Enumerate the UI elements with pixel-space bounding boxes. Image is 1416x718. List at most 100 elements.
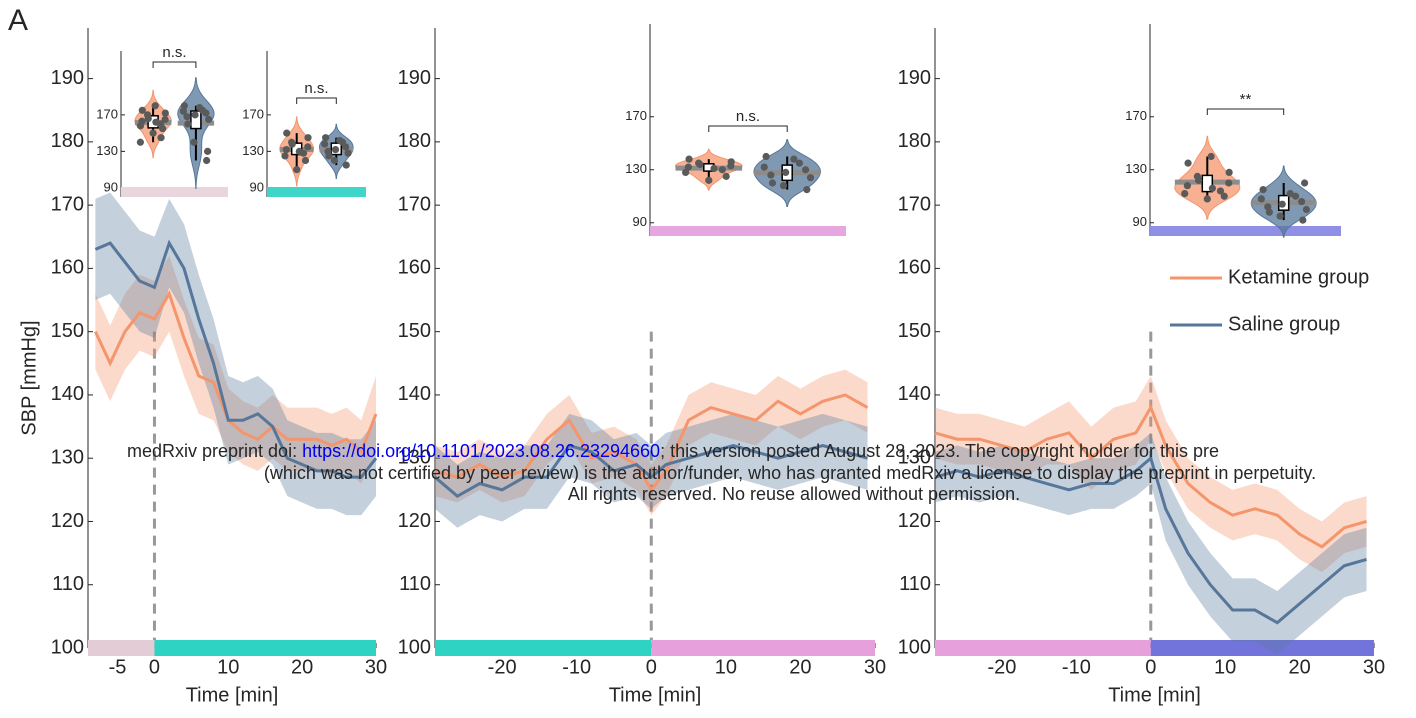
y-tick-label: 160	[398, 257, 431, 279]
x-tick-label: 10	[217, 656, 239, 678]
data-point	[1193, 172, 1202, 180]
data-point	[1257, 195, 1265, 203]
phase-bar	[651, 640, 875, 656]
data-point	[1291, 192, 1300, 200]
inset-tick-label: 170	[1125, 108, 1147, 123]
phase-bar	[154, 640, 376, 656]
data-point	[287, 138, 296, 146]
data-point	[1203, 195, 1211, 203]
significance-bracket	[152, 61, 197, 68]
data-point	[161, 109, 169, 117]
significance-bracket	[296, 97, 337, 104]
x-tick-label: -10	[562, 656, 591, 678]
phase-bar	[435, 640, 652, 656]
y-tick-label: 100	[51, 636, 84, 658]
significance-label: n.s.	[162, 44, 186, 61]
y-tick-label: 120	[398, 510, 431, 532]
data-point	[138, 117, 146, 125]
iqr-box	[190, 110, 202, 130]
data-point	[161, 115, 169, 124]
data-point	[722, 172, 730, 180]
data-point	[195, 103, 204, 112]
data-point	[324, 147, 332, 155]
data-point	[293, 166, 301, 174]
y-tick-label: 180	[51, 130, 84, 152]
data-point	[790, 155, 798, 163]
error-band	[435, 413, 868, 528]
inset-tick-label: 130	[242, 143, 264, 158]
inset-tick-label: 170	[242, 106, 264, 121]
inset-tick-label: 90	[250, 179, 264, 194]
x-tick-label: 20	[789, 656, 811, 678]
x-tick-label: 10	[1214, 656, 1236, 678]
y-tick-label: 140	[398, 383, 431, 405]
data-point	[1302, 205, 1311, 214]
data-point	[760, 163, 768, 171]
error-band	[95, 255, 376, 484]
data-point	[1184, 159, 1192, 167]
data-point	[336, 136, 344, 145]
notice-text: medRxiv preprint doi:	[127, 441, 302, 461]
data-point	[768, 179, 777, 187]
data-point	[321, 140, 329, 148]
legend-label: Ketamine group	[1228, 266, 1369, 288]
data-point	[1286, 190, 1294, 198]
data-point	[806, 174, 815, 182]
data-point	[782, 168, 790, 176]
data-point	[718, 166, 726, 174]
data-point	[191, 111, 199, 119]
x-tick-label: -20	[488, 656, 517, 678]
x-tick-label: 0	[646, 656, 657, 678]
inset-phase-bar	[1150, 226, 1341, 236]
series-line	[434, 393, 869, 493]
series-line	[94, 290, 378, 455]
inset-tick-label: 130	[1125, 161, 1147, 176]
data-point	[143, 111, 152, 119]
inset-tick-label: 90	[104, 179, 118, 194]
data-point	[180, 102, 188, 110]
data-point	[1264, 203, 1272, 211]
y-tick-label: 170	[398, 193, 431, 215]
data-point	[1181, 190, 1189, 198]
series-line	[94, 239, 378, 479]
data-point	[301, 156, 310, 165]
data-point	[149, 129, 157, 137]
legend-label: Saline group	[1228, 313, 1340, 335]
y-tick-label: 190	[898, 67, 931, 89]
data-point	[767, 171, 775, 179]
data-point	[1259, 186, 1267, 194]
data-point	[151, 102, 159, 110]
inset-phase-bar	[121, 187, 228, 197]
data-point	[203, 156, 211, 165]
y-tick-label: 180	[398, 130, 431, 152]
series-line	[934, 455, 1367, 625]
y-tick-label: 150	[398, 320, 431, 342]
x-tick-label: 0	[149, 656, 160, 678]
x-axis-label: Time [min]	[186, 684, 279, 706]
panel-label: A	[8, 4, 28, 37]
error-band	[95, 192, 376, 516]
series-line	[434, 443, 868, 498]
phase-bar	[935, 640, 1151, 656]
significance-label: n.s.	[736, 108, 760, 125]
data-point	[727, 158, 735, 166]
y-axis-label: SBP [mmHg]	[18, 320, 40, 435]
data-point	[304, 143, 312, 151]
data-point	[1278, 200, 1286, 208]
inset-phase-bar	[267, 187, 366, 197]
notice-line: All rights reserved. No reuse allowed wi…	[568, 484, 1020, 504]
x-tick-label: 20	[1288, 656, 1310, 678]
data-point	[184, 120, 192, 128]
y-tick-label: 130	[898, 446, 931, 468]
data-point	[183, 113, 191, 121]
y-tick-label: 100	[898, 636, 931, 658]
notice-text: ; this version posted August 28, 2023. T…	[660, 441, 1219, 461]
data-point	[795, 159, 803, 167]
inset-bg	[650, 24, 846, 236]
data-point	[322, 134, 330, 142]
data-point	[1183, 182, 1192, 190]
x-tick-label: 20	[291, 656, 313, 678]
data-point	[304, 134, 312, 142]
data-point	[282, 145, 290, 154]
